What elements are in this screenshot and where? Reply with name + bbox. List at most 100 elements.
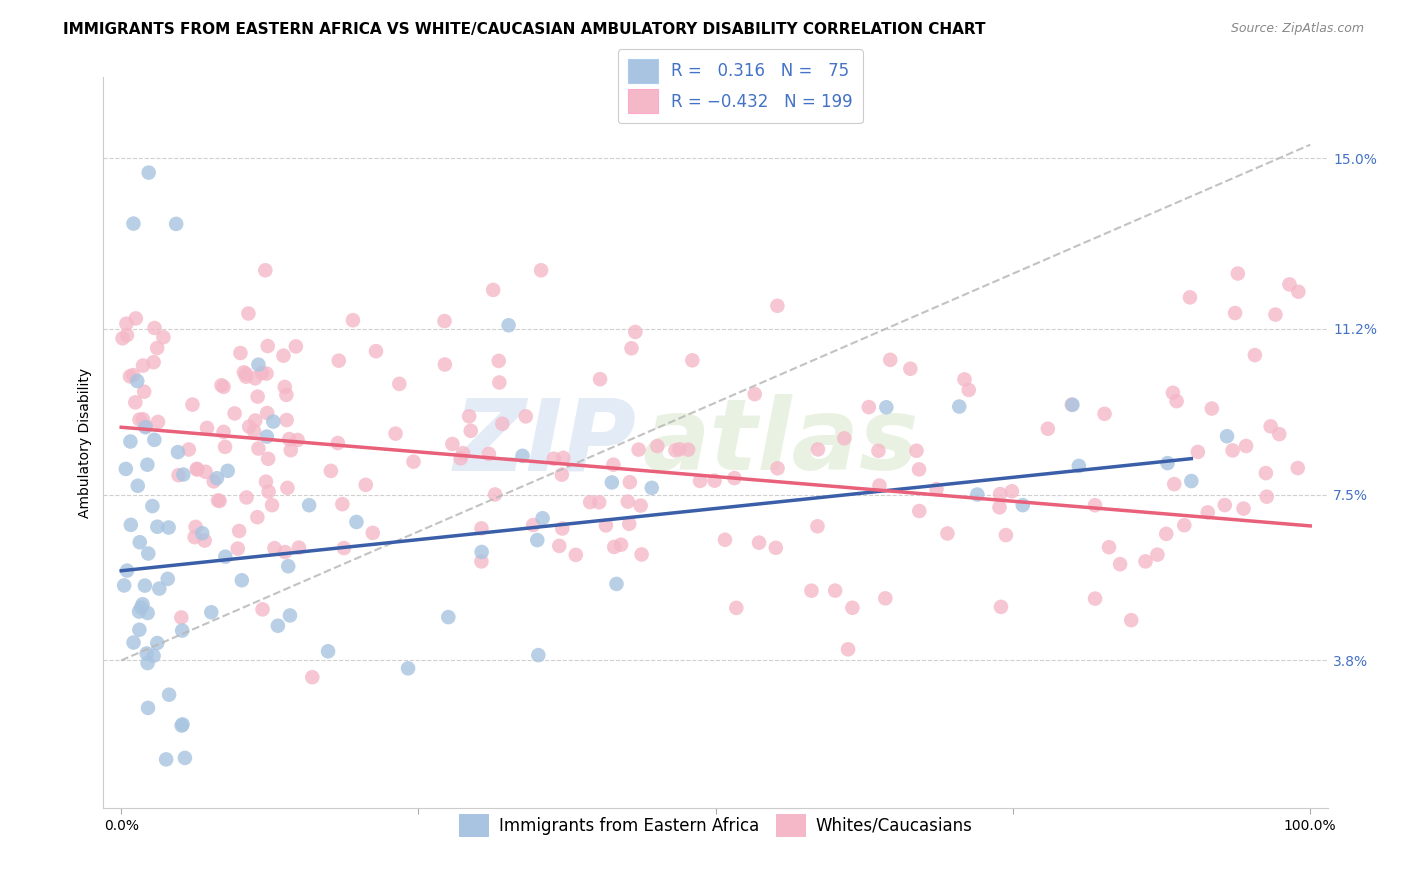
Point: [142, 648, 165, 663]
Point: [136, 656, 159, 670]
Y-axis label: Ambulatory Disability: Ambulatory Disability: [79, 368, 93, 518]
Legend: Immigrants from Eastern Africa, Whites/Caucasians: Immigrants from Eastern Africa, Whites/C…: [453, 807, 980, 844]
Point: [115, 317, 138, 331]
Point: [879, 352, 901, 367]
Point: [170, 718, 193, 732]
Point: [146, 341, 169, 355]
Point: [800, 583, 823, 598]
Point: [120, 434, 142, 449]
Point: [1109, 557, 1132, 571]
Point: [146, 519, 169, 533]
Point: [135, 647, 157, 661]
Point: [488, 376, 510, 390]
Point: [1163, 477, 1185, 491]
Point: [1232, 501, 1254, 516]
Point: [966, 487, 988, 501]
Point: [868, 443, 890, 458]
Point: [114, 462, 136, 476]
Point: [1011, 498, 1033, 512]
Point: [115, 328, 138, 343]
Point: [172, 717, 194, 731]
Point: [484, 487, 506, 501]
Point: [1222, 443, 1244, 458]
Point: [274, 545, 297, 559]
Point: [875, 401, 897, 415]
Point: [603, 540, 626, 554]
Point: [211, 378, 233, 392]
Point: [135, 419, 157, 434]
Point: [157, 688, 180, 702]
Point: [450, 451, 472, 466]
Point: [146, 636, 169, 650]
Point: [200, 605, 222, 619]
Point: [238, 419, 260, 434]
Point: [565, 548, 588, 562]
Point: [191, 526, 214, 541]
Point: [1226, 267, 1249, 281]
Point: [254, 263, 277, 277]
Point: [276, 481, 298, 495]
Point: [994, 528, 1017, 542]
Point: [232, 365, 254, 379]
Point: [1146, 548, 1168, 562]
Point: [1154, 526, 1177, 541]
Point: [134, 384, 156, 399]
Point: [610, 538, 633, 552]
Point: [142, 355, 165, 369]
Point: [1278, 277, 1301, 292]
Point: [136, 606, 159, 620]
Point: [342, 313, 364, 327]
Point: [129, 600, 152, 615]
Point: [647, 439, 669, 453]
Point: [333, 541, 356, 555]
Point: [689, 474, 711, 488]
Point: [1173, 518, 1195, 533]
Point: [316, 644, 339, 658]
Point: [526, 533, 548, 547]
Point: [141, 499, 163, 513]
Point: [273, 349, 295, 363]
Point: [1067, 458, 1090, 473]
Point: [115, 564, 138, 578]
Point: [512, 449, 534, 463]
Point: [205, 471, 228, 485]
Point: [208, 494, 231, 508]
Point: [127, 374, 149, 388]
Point: [491, 417, 513, 431]
Point: [260, 498, 283, 512]
Point: [136, 458, 159, 472]
Point: [748, 535, 770, 549]
Point: [433, 358, 456, 372]
Point: [714, 533, 737, 547]
Point: [128, 412, 150, 426]
Point: [1084, 498, 1107, 512]
Point: [131, 597, 153, 611]
Point: [988, 500, 1011, 515]
Point: [246, 510, 269, 524]
Point: [1244, 348, 1267, 362]
Point: [148, 582, 170, 596]
Point: [875, 591, 897, 606]
Point: [132, 412, 155, 426]
Point: [262, 415, 284, 429]
Point: [1135, 554, 1157, 568]
Point: [134, 420, 156, 434]
Point: [195, 421, 218, 435]
Point: [256, 339, 278, 353]
Point: [328, 353, 350, 368]
Point: [143, 433, 166, 447]
Point: [212, 380, 235, 394]
Point: [766, 461, 789, 475]
Point: [330, 497, 353, 511]
Point: [346, 515, 368, 529]
Point: [1187, 445, 1209, 459]
Point: [226, 541, 249, 556]
Point: [624, 325, 647, 339]
Point: [274, 380, 297, 394]
Point: [953, 372, 976, 386]
Point: [858, 400, 880, 414]
Point: [806, 519, 828, 533]
Point: [627, 442, 650, 457]
Point: [832, 431, 855, 445]
Point: [288, 541, 311, 555]
